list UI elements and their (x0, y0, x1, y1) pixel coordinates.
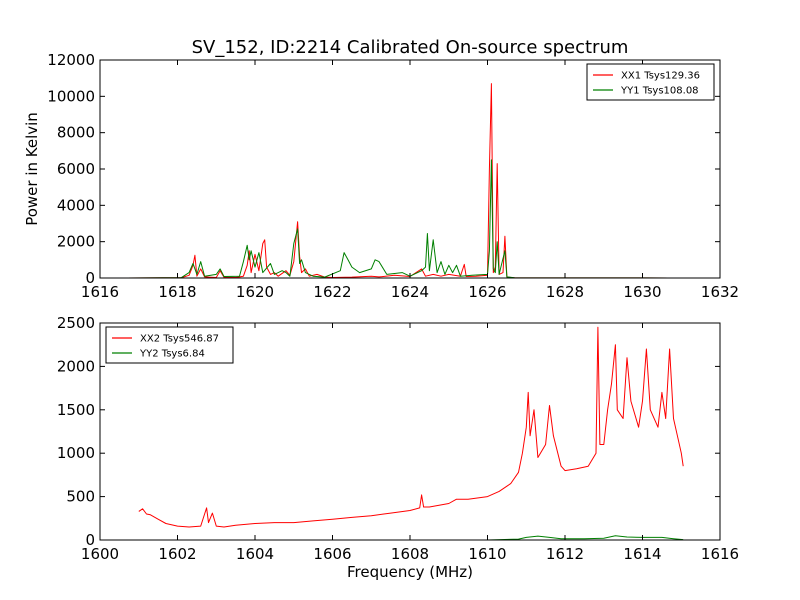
x-tick-label: 1604 (236, 545, 274, 563)
series-line-1-1 (127, 83, 670, 279)
y-tick-label: 0 (85, 269, 95, 287)
legend: XX2 Tsys546.87 YY2 Tsys6.84 (105, 326, 234, 364)
series-line-2-1 (138, 326, 684, 528)
y-tick-label: 2000 (57, 233, 95, 251)
y-axis-label: Power in Kelvin (23, 112, 41, 226)
y-tick-label: 6000 (57, 160, 95, 178)
x-tick-label: 1626 (468, 283, 506, 301)
legend-label: XX2 Tsys546.87 (140, 334, 219, 345)
x-axis-label: Frequency (MHz) (347, 563, 473, 581)
x-tick-label: 1614 (623, 545, 661, 563)
x-tick-label: 1630 (623, 283, 661, 301)
x-tick-label: 1628 (546, 283, 584, 301)
y-tick-label: 12000 (47, 51, 95, 69)
x-tick-label: 1602 (158, 545, 196, 563)
series-line-1-2 (127, 159, 670, 279)
legend: XX1 Tsys129.36 YY1 Tsys108.08 (586, 63, 715, 101)
x-tick-label: 1624 (391, 283, 429, 301)
top-panel: 1616 1618 1620 1622 1624 1626 1628 1630 1632 0 200… (47, 51, 739, 301)
x-tick-label: 1622 (313, 283, 351, 301)
legend-box (586, 63, 715, 101)
y-tick-label: 2000 (57, 357, 95, 375)
y-tick-label: 8000 (57, 124, 95, 142)
bottom-panel: 1600 1602 1604 1606 1608 1610 1612 1614 1616 0 500… (57, 314, 739, 563)
x-tick-label: 1632 (701, 283, 739, 301)
series-line-2-2 (138, 535, 684, 541)
x-tick-label: 1620 (236, 283, 274, 301)
legend-box (105, 326, 234, 364)
y-tick-label: 1500 (57, 401, 95, 419)
x-tick-label: 1616 (701, 545, 739, 563)
x-tick-label: 1608 (391, 545, 429, 563)
figure-title: SV_152, ID:2214 Calibrated On-source spe… (192, 37, 629, 58)
legend-label: XX1 Tsys129.36 (621, 71, 700, 82)
y-tick-label: 2500 (57, 314, 95, 332)
y-tick-label: 10000 (47, 87, 95, 105)
legend-label: YY2 Tsys6.84 (139, 349, 205, 360)
x-tick-label: 1606 (313, 545, 351, 563)
x-tick-label: 1610 (468, 545, 506, 563)
x-tick-label: 1616 (81, 283, 119, 301)
x-tick-label: 1618 (158, 283, 196, 301)
y-tick-label: 0 (85, 531, 95, 549)
x-tick-label: 1612 (546, 545, 584, 563)
x-tick-label: 1600 (81, 545, 119, 563)
legend-label: YY1 Tsys108.08 (620, 86, 699, 97)
y-tick-label: 1000 (57, 444, 95, 462)
y-tick-label: 4000 (57, 196, 95, 214)
y-tick-label: 500 (66, 488, 95, 506)
